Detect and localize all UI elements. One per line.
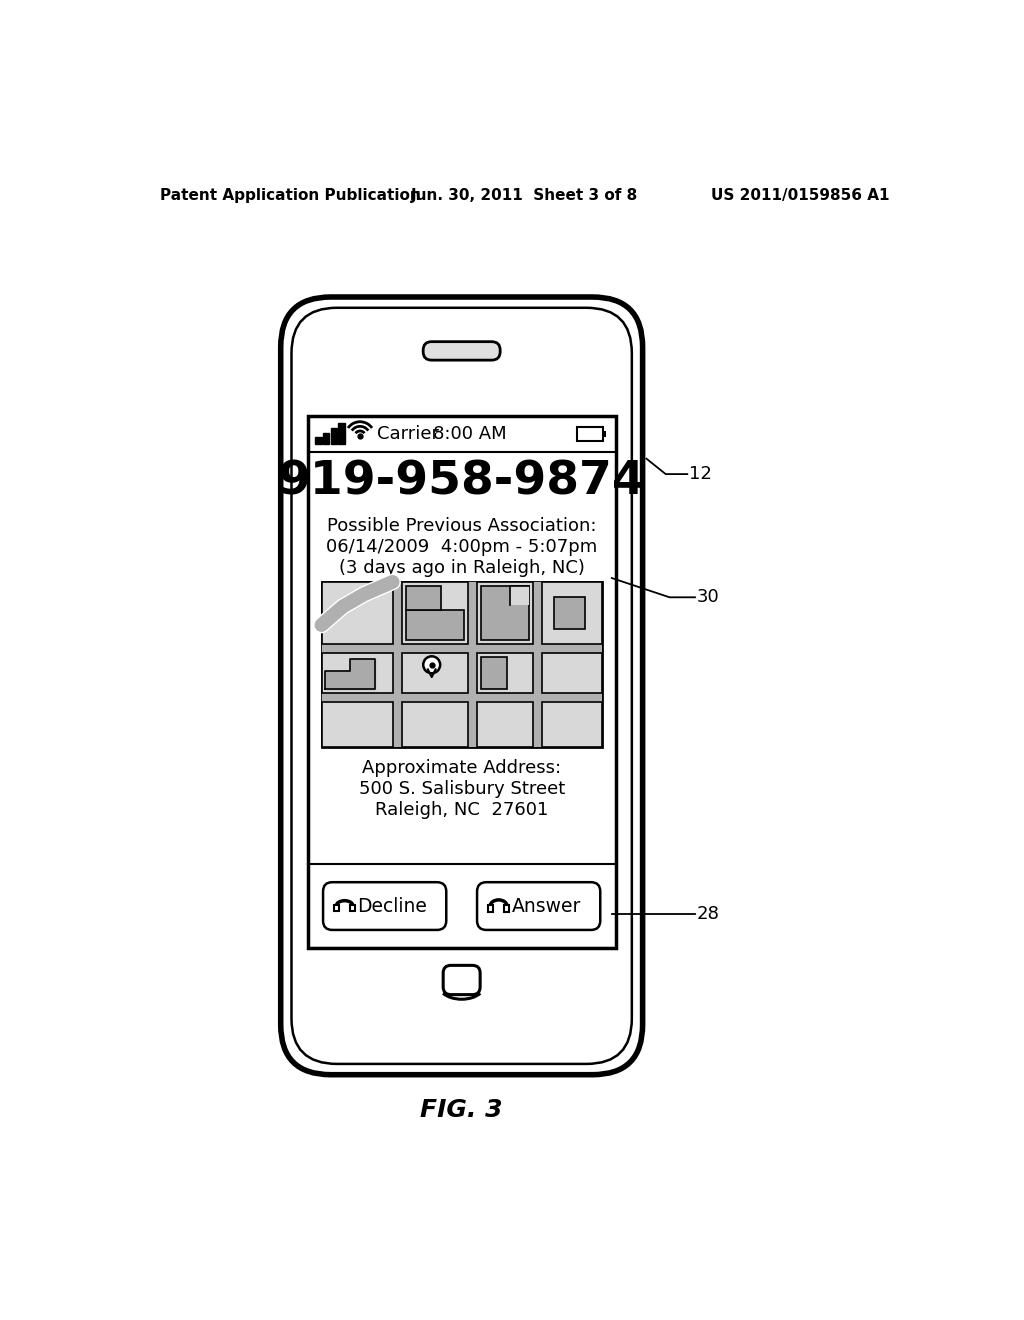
- Bar: [542, 653, 602, 693]
- Text: 919-958-9874: 919-958-9874: [278, 459, 645, 504]
- Bar: [322, 702, 392, 747]
- Bar: [315, 437, 322, 444]
- Text: 12: 12: [689, 465, 712, 483]
- Bar: [401, 582, 468, 644]
- Bar: [510, 586, 528, 605]
- Bar: [487, 904, 494, 912]
- Bar: [477, 653, 532, 693]
- Bar: [401, 653, 468, 693]
- Text: Raleigh, NC  27601: Raleigh, NC 27601: [375, 800, 548, 818]
- Circle shape: [423, 656, 440, 673]
- Bar: [307, 416, 615, 948]
- Bar: [481, 656, 508, 689]
- Bar: [334, 904, 339, 911]
- Text: 8:00 AM: 8:00 AM: [432, 425, 506, 444]
- Bar: [406, 586, 441, 610]
- Text: FIG. 3: FIG. 3: [421, 1098, 503, 1122]
- Bar: [602, 432, 606, 437]
- Bar: [322, 653, 392, 693]
- Polygon shape: [428, 669, 435, 677]
- Text: Decline: Decline: [357, 896, 427, 916]
- Text: 28: 28: [696, 904, 720, 923]
- Bar: [406, 610, 465, 640]
- Polygon shape: [326, 659, 375, 689]
- Text: Approximate Address:: Approximate Address:: [362, 759, 561, 777]
- Bar: [481, 586, 528, 640]
- FancyBboxPatch shape: [443, 965, 480, 995]
- Bar: [339, 424, 345, 444]
- Bar: [323, 433, 330, 444]
- FancyBboxPatch shape: [292, 308, 632, 1064]
- Text: Answer: Answer: [512, 896, 581, 916]
- Text: 30: 30: [696, 589, 719, 606]
- FancyBboxPatch shape: [477, 882, 600, 929]
- Bar: [542, 582, 602, 644]
- Bar: [350, 904, 355, 911]
- Text: Carrier: Carrier: [377, 425, 439, 444]
- Bar: [477, 702, 532, 747]
- Text: Jun. 30, 2011  Sheet 3 of 8: Jun. 30, 2011 Sheet 3 of 8: [412, 187, 638, 203]
- FancyBboxPatch shape: [423, 342, 500, 360]
- FancyBboxPatch shape: [281, 297, 643, 1074]
- Text: 500 S. Salisbury Street: 500 S. Salisbury Street: [358, 780, 565, 797]
- Bar: [504, 904, 509, 912]
- FancyBboxPatch shape: [323, 882, 446, 929]
- Bar: [554, 597, 585, 628]
- Bar: [542, 702, 602, 747]
- Bar: [331, 428, 337, 444]
- Text: Possible Previous Association:: Possible Previous Association:: [327, 517, 596, 535]
- Text: Patent Application Publication: Patent Application Publication: [160, 187, 421, 203]
- Bar: [578, 428, 602, 441]
- Text: 06/14/2009  4:00pm - 5:07pm: 06/14/2009 4:00pm - 5:07pm: [326, 539, 597, 556]
- Bar: [322, 582, 602, 747]
- Bar: [322, 582, 392, 644]
- Text: (3 days ago in Raleigh, NC): (3 days ago in Raleigh, NC): [339, 558, 585, 577]
- Bar: [401, 702, 468, 747]
- Text: US 2011/0159856 A1: US 2011/0159856 A1: [711, 187, 889, 203]
- Bar: [477, 582, 532, 644]
